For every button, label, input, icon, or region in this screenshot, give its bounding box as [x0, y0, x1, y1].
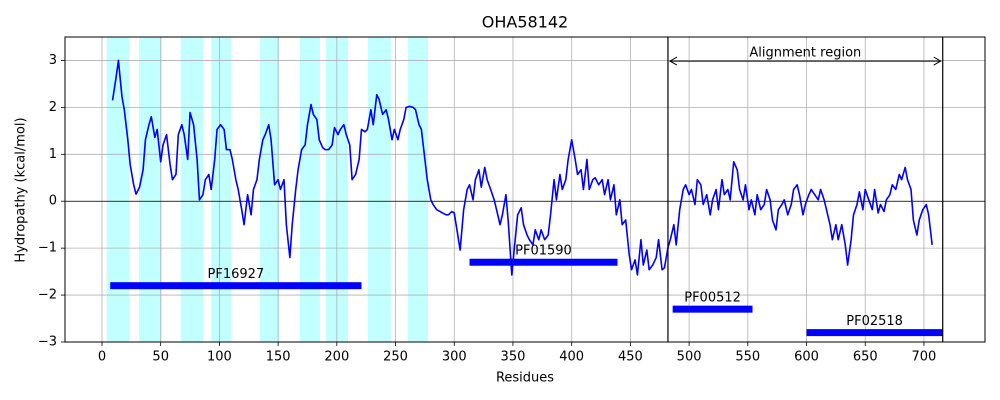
domain-label: PF01590 [515, 244, 572, 259]
domain-label: PF02518 [846, 314, 903, 329]
domain-label: PF00512 [684, 291, 741, 306]
x-tick-label: 100 [207, 350, 232, 365]
hydrophobic-region [259, 37, 280, 342]
x-tick-label: 350 [501, 350, 526, 365]
y-tick-label: 1 [49, 147, 57, 162]
arrow-head [668, 56, 678, 66]
hydrophobic-region [211, 37, 232, 342]
hydropathy-line [111, 59, 933, 276]
hydrophobic-region [138, 37, 162, 342]
hydrophobic-region [106, 37, 129, 342]
x-tick-label: 400 [559, 350, 584, 365]
plot-frame [64, 36, 986, 343]
hydrophobic-region [180, 37, 203, 342]
hydrophobic-region [367, 37, 391, 342]
x-tick-label: 200 [324, 350, 349, 365]
y-axis-label: Hydropathy (kcal/mol) [14, 117, 29, 262]
y-tick-label: −3 [38, 335, 57, 350]
x-tick-label: 550 [735, 350, 760, 365]
domain-bar [806, 329, 943, 337]
x-tick-label: 250 [383, 350, 408, 365]
x-tick-label: 650 [853, 350, 878, 365]
x-tick-label: 0 [98, 350, 106, 365]
domain-bar [672, 305, 753, 313]
x-tick-label: 700 [912, 350, 937, 365]
y-tick-label: 0 [49, 194, 57, 209]
domain-bar [110, 282, 362, 290]
y-tick-label: −1 [38, 241, 57, 256]
x-tick-label: 150 [266, 350, 291, 365]
domain-bar [469, 258, 618, 266]
y-tick-label: 2 [49, 100, 57, 115]
hydrophobic-region [407, 37, 428, 342]
x-tick-label: 600 [794, 350, 819, 365]
x-tick-label: 300 [442, 350, 467, 365]
y-tick-label: −2 [38, 288, 57, 303]
chart-title: OHA58142 [482, 13, 568, 32]
alignment-label: Alignment region [749, 46, 861, 61]
domain-label: PF16927 [208, 267, 265, 282]
arrow-head [933, 56, 942, 66]
x-tick-label: 50 [152, 350, 169, 365]
x-axis-label: Residues [496, 371, 554, 386]
y-tick-label: 3 [49, 53, 57, 68]
x-tick-label: 450 [618, 350, 643, 365]
x-tick-label: 500 [677, 350, 702, 365]
hydrophobic-region [299, 37, 320, 342]
